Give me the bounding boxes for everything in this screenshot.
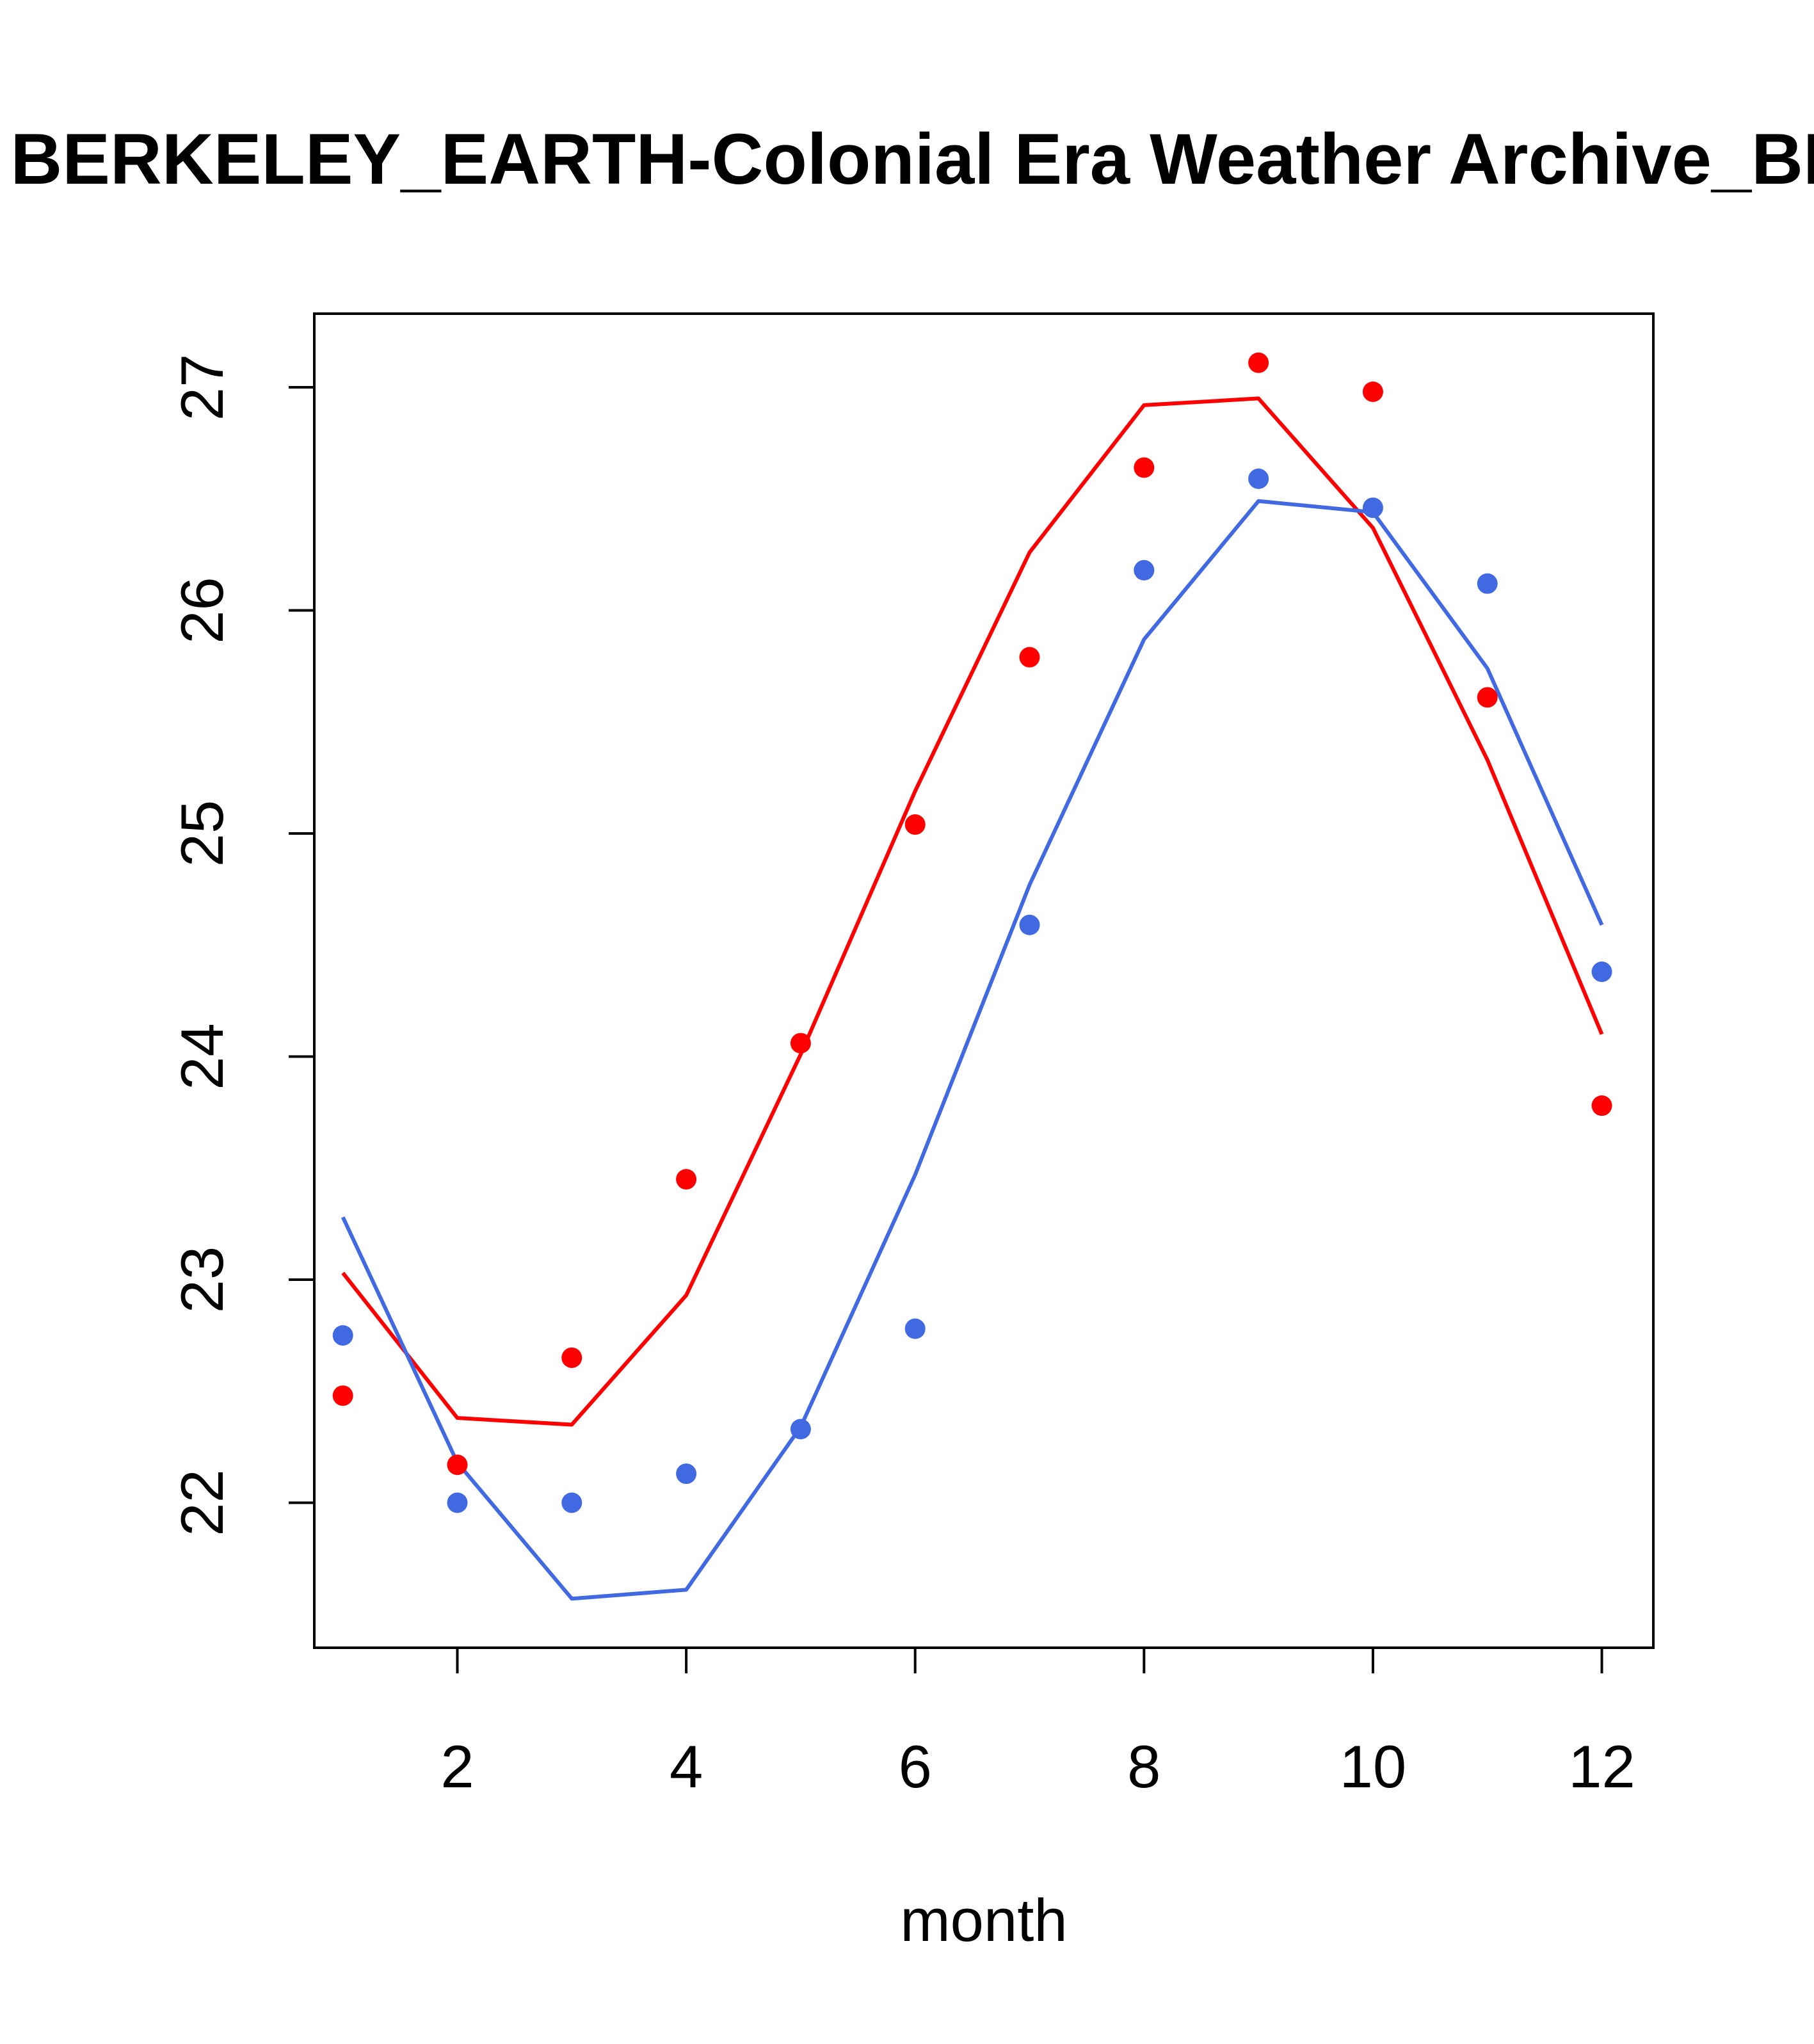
series-2-point [447, 1492, 468, 1513]
x-tick-label: 6 [899, 1733, 932, 1800]
series-1-point [1019, 647, 1040, 668]
series-2-point [332, 1325, 353, 1346]
plot-area-frame [313, 312, 1655, 1649]
series-2-point [1477, 573, 1498, 594]
series-2-point [904, 1318, 926, 1339]
series-1-point [561, 1347, 582, 1368]
series-2-line [341, 499, 1604, 1601]
y-tick-label: 26 [168, 577, 236, 644]
chart-title: BERKELEY_EARTH-Colonial Era Weather Arch… [10, 119, 1814, 199]
series-2-point [1248, 468, 1269, 489]
x-tick-label: 12 [1568, 1733, 1635, 1800]
x-axis: 2 4 6 8 10 12 [440, 1648, 1635, 1800]
series-2-point [790, 1419, 811, 1440]
series-1-point [790, 1033, 811, 1054]
series-2-point [1591, 962, 1612, 983]
y-tick-label: 27 [168, 354, 236, 421]
x-tick-label: 8 [1127, 1733, 1160, 1800]
series-1-point [1362, 381, 1383, 402]
series-2-point [561, 1492, 582, 1513]
x-tick-label: 10 [1340, 1733, 1407, 1800]
y-tick-label: 23 [168, 1246, 236, 1314]
series-1-point [1134, 457, 1155, 478]
x-tick-label: 4 [670, 1733, 703, 1800]
series-1-point [1248, 352, 1269, 373]
series-1-point [447, 1454, 468, 1476]
series-points [332, 352, 1612, 1513]
series-2-point [676, 1463, 697, 1485]
series-1-point [676, 1169, 697, 1190]
series-2-point [1362, 497, 1383, 519]
series-1-point [332, 1385, 353, 1406]
y-tick-label: 22 [168, 1469, 236, 1536]
series-1-point [1477, 687, 1498, 708]
series-2-point [1019, 914, 1040, 935]
series-2-point [1134, 559, 1155, 581]
series-1-line [341, 396, 1604, 1427]
y-axis: 22 23 24 25 26 27 [168, 354, 314, 1536]
series-lines [341, 396, 1604, 1601]
y-tick-label: 24 [168, 1023, 236, 1090]
x-axis-label: month [900, 1887, 1067, 1954]
y-tick-label: 25 [168, 800, 236, 867]
series-1-point [904, 814, 926, 835]
series-1-point [1591, 1095, 1612, 1116]
x-tick-label: 2 [440, 1733, 474, 1800]
